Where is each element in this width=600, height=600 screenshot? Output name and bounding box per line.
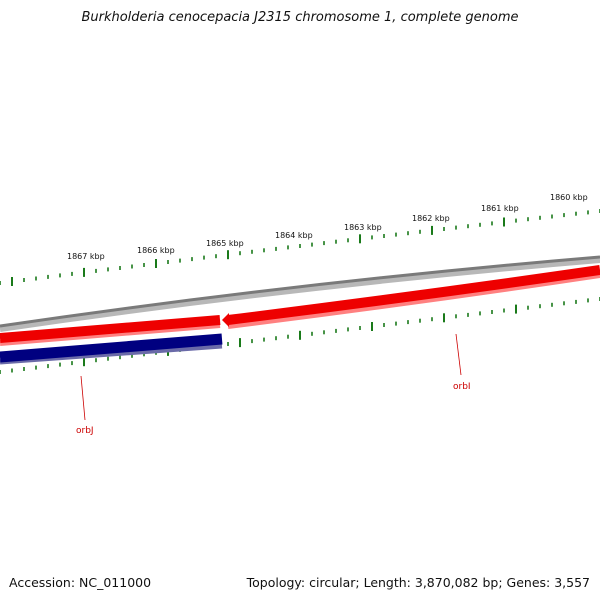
ruler-tick-label: 1860 kbp [550, 193, 588, 202]
orbI-leader-line [455, 333, 462, 376]
ruler-tick-label: 1862 kbp [412, 214, 450, 223]
genome-stats: Topology: circular; Length: 3,870,082 bp… [246, 575, 590, 590]
reverse-gene-orbJ[interactable] [0, 333, 223, 363]
forward-gene-orbI-shadow [227, 272, 600, 329]
accession-label: Accession: NC_011000 [9, 575, 152, 590]
forward-gene-left[interactable] [0, 315, 221, 343]
backbone-line [0, 255, 600, 328]
ruler-tick-label: 1861 kbp [481, 204, 519, 213]
ruler-tick-label: 1866 kbp [137, 246, 175, 255]
ruler-tick-label: 1863 kbp [344, 223, 382, 232]
forward-gene-orbI[interactable] [227, 265, 600, 325]
gene-label-orbJ[interactable]: orbJ [76, 426, 94, 436]
backbone-shadow [0, 257, 600, 332]
ruler-tick-label: 1865 kbp [206, 239, 244, 248]
orbJ-leader-line [80, 375, 86, 421]
outer-ruler [0, 209, 600, 286]
map-title: Burkholderia cenocepacia J2315 chromosom… [81, 10, 519, 25]
gene-label-orbI[interactable]: orbI [453, 382, 471, 392]
ruler-tick-label: 1867 kbp [67, 252, 105, 261]
ruler-tick-label: 1864 kbp [275, 231, 313, 240]
forward-gene-arrow [222, 313, 229, 327]
